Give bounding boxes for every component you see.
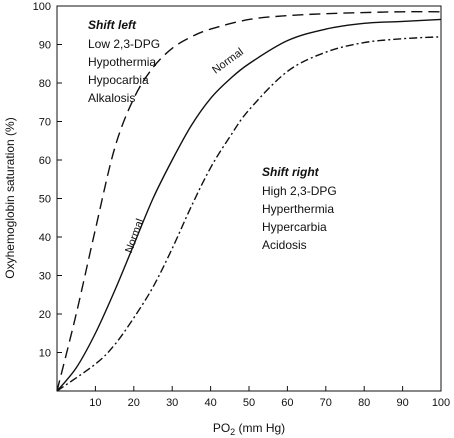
y-tick-label: 40 <box>39 232 51 244</box>
y-axis-title: Oxyhemoglobin saturation (%) <box>3 117 17 278</box>
shift-right-line: High 2,3-DPG <box>262 184 337 198</box>
series-layer <box>56 11 442 392</box>
x-tick-label: 60 <box>281 397 293 409</box>
x-tick-label: 70 <box>320 397 332 409</box>
shift-right-heading: Shift right <box>262 165 320 179</box>
normal-curve-label: Normal <box>123 217 146 254</box>
y-tick-label: 20 <box>39 309 51 321</box>
x-axis-title-unit: (mm Hg) <box>235 421 285 435</box>
y-tick-label: 10 <box>39 348 51 360</box>
shift-right-line: Acidosis <box>262 238 307 252</box>
y-tick-label: 80 <box>39 78 51 90</box>
shift-left-line: Low 2,3-DPG <box>88 37 160 51</box>
x-axis-title-subscript: 2 <box>230 427 235 437</box>
y-tick-label: 60 <box>39 155 51 167</box>
x-tick-label: 40 <box>204 397 216 409</box>
shift-left-line: Hypocarbia <box>88 73 149 87</box>
series-left-curve <box>56 11 442 392</box>
y-tick-label: 100 <box>33 1 51 13</box>
shift-right-annotation: Shift right High 2,3-DPG Hyperthermia Hy… <box>262 165 337 252</box>
shift-left-annotation: Shift left Low 2,3-DPG Hypothermia Hypoc… <box>88 18 160 105</box>
x-tick-label: 50 <box>243 397 255 409</box>
shift-left-heading: Shift left <box>88 18 137 32</box>
x-tick-label: 90 <box>396 397 408 409</box>
shift-left-line: Alkalosis <box>88 91 135 105</box>
x-tick-label: 80 <box>358 397 370 409</box>
y-tick-label: 50 <box>39 194 51 206</box>
x-tick-label: 20 <box>128 397 140 409</box>
x-axis-title: PO2 (mm Hg) <box>213 421 285 437</box>
y-axis: 10 20 30 40 50 60 70 80 90 100 <box>33 1 62 360</box>
x-axis-title-main: PO <box>213 421 230 435</box>
normal-curve-label: Normal <box>210 46 246 77</box>
x-tick-label: 30 <box>166 397 178 409</box>
shift-left-line: Hypothermia <box>88 55 156 69</box>
y-tick-label: 30 <box>39 271 51 283</box>
series-right-curve <box>56 36 442 392</box>
x-tick-label: 10 <box>89 397 101 409</box>
y-tick-label: 90 <box>39 40 51 52</box>
series-normal-curve <box>56 18 442 392</box>
x-axis: 10 20 30 40 50 60 70 80 90 100 <box>89 386 450 409</box>
x-tick-label: 100 <box>432 397 450 409</box>
y-tick-label: 70 <box>39 117 51 129</box>
shift-right-line: Hyperthermia <box>262 202 334 216</box>
shift-right-line: Hypercarbia <box>262 220 327 234</box>
